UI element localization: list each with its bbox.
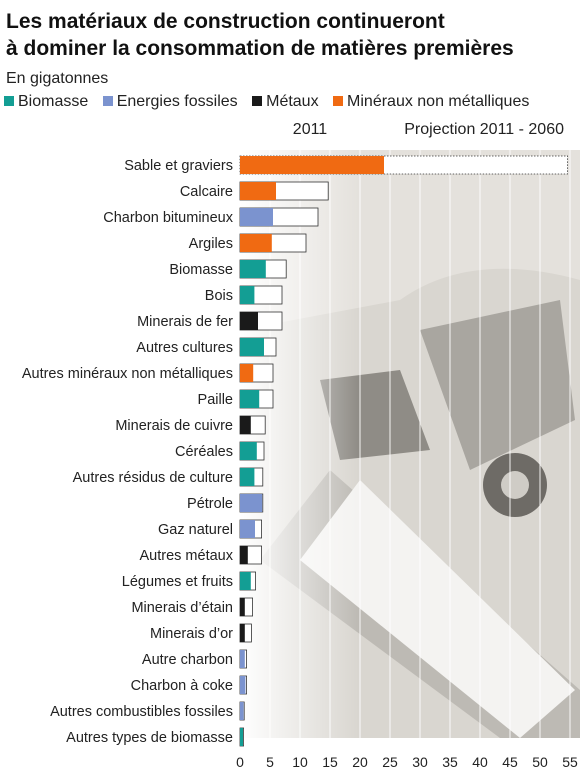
category-label: Autres cultures [136, 340, 233, 356]
x-tick-label: 20 [352, 754, 368, 767]
category-label: Charbon bitumineux [103, 210, 234, 226]
column-headers: 2011 Projection 2011 - 2060 [293, 121, 564, 138]
x-axis-ticks: 0 5 10 15 20 25 30 35 40 45 50 55 [236, 754, 578, 767]
category-label: Calcaire [180, 184, 233, 200]
x-tick-label: 35 [442, 754, 458, 767]
legend-label-biomasse: Biomasse [18, 93, 89, 110]
x-tick-label: 25 [382, 754, 398, 767]
column-header-2011: 2011 [293, 121, 328, 138]
2011-bar [240, 156, 384, 174]
category-label: Pétrole [187, 496, 233, 512]
category-label: Céréales [175, 444, 233, 460]
2011-bar [240, 728, 243, 746]
category-label: Autres métaux [140, 548, 234, 564]
legend-label-mineraux: Minéraux non métalliques [347, 93, 530, 110]
category-label: Charbon à coke [131, 678, 233, 694]
2011-bar [240, 208, 273, 226]
2011-bar [240, 650, 245, 668]
title-line-2: à dominer la consommation de matières pr… [6, 37, 514, 60]
2011-bar [240, 468, 255, 486]
column-header-projection: Projection 2011 - 2060 [404, 121, 564, 138]
category-label: Autres combustibles fossiles [50, 704, 233, 720]
x-tick-label: 50 [532, 754, 548, 767]
chart-title: Les matériaux de construction continuero… [6, 8, 576, 62]
2011-bar [240, 390, 260, 408]
legend-item-biomasse: Biomasse [4, 93, 88, 111]
2011-bar [240, 234, 272, 252]
x-tick-label: 30 [412, 754, 428, 767]
x-tick-label: 15 [322, 754, 338, 767]
2011-bar [240, 286, 255, 304]
category-label: Bois [205, 288, 233, 304]
x-tick-label: 40 [472, 754, 488, 767]
2011-bar [240, 312, 258, 330]
2011-bar [240, 572, 251, 590]
legend-swatch-metaux [252, 96, 263, 106]
2011-bar [240, 364, 254, 382]
title-line-1: Les matériaux de construction continuero… [6, 10, 445, 33]
chart-subtitle: En gigatonnes [6, 70, 109, 87]
2011-bar [240, 338, 264, 356]
2011-bar [240, 624, 245, 642]
x-tick-label: 45 [502, 754, 518, 767]
legend-item-metaux: Métaux [252, 93, 319, 111]
x-tick-label: 10 [292, 754, 308, 767]
2011-bar [240, 416, 251, 434]
legend-label-metaux: Métaux [266, 93, 319, 110]
legend-swatch-energies-fossiles [102, 96, 113, 106]
category-label: Autre charbon [142, 652, 233, 668]
2011-bar [240, 494, 263, 512]
x-tick-label: 55 [562, 754, 578, 767]
category-label: Minerais d’or [150, 626, 233, 642]
legend-swatch-mineraux [333, 96, 344, 106]
2011-bar [240, 260, 266, 278]
2011-bar [240, 598, 245, 616]
category-label: Argiles [189, 236, 233, 252]
x-tick-label: 5 [266, 754, 274, 767]
legend-item-energies-fossiles: Energies fossiles [102, 93, 238, 111]
2011-bar [240, 702, 244, 720]
legend-label-energies-fossiles: Energies fossiles [116, 93, 238, 110]
2011-bar [240, 520, 255, 538]
category-label: Légumes et fruits [122, 574, 233, 590]
category-labels: Sable et graviers Calcaire Charbon bitumin… [22, 158, 234, 746]
2011-bar [240, 182, 276, 200]
category-label: Minerais de fer [137, 314, 233, 330]
category-label: Autres minéraux non métalliques [22, 366, 233, 382]
bars [239, 155, 569, 747]
legend-item-mineraux: Minéraux non métalliques [333, 93, 529, 111]
category-label: Minerais d’étain [131, 600, 233, 616]
category-label: Paille [198, 392, 233, 408]
category-label: Minerais de cuivre [115, 418, 233, 434]
category-label: Biomasse [169, 262, 233, 278]
2011-bar [240, 676, 246, 694]
x-tick-label: 0 [236, 754, 244, 767]
category-label: Autres résidus de culture [73, 470, 233, 486]
legend-swatch-biomasse [4, 96, 14, 106]
category-label: Sable et graviers [124, 158, 233, 174]
2011-bar [240, 442, 257, 460]
legend: Biomasse Energies fossiles Métaux Minéra… [4, 93, 580, 111]
category-label: Autres types de biomasse [66, 730, 233, 746]
2011-bar [240, 546, 248, 564]
category-label: Gaz naturel [158, 522, 233, 538]
